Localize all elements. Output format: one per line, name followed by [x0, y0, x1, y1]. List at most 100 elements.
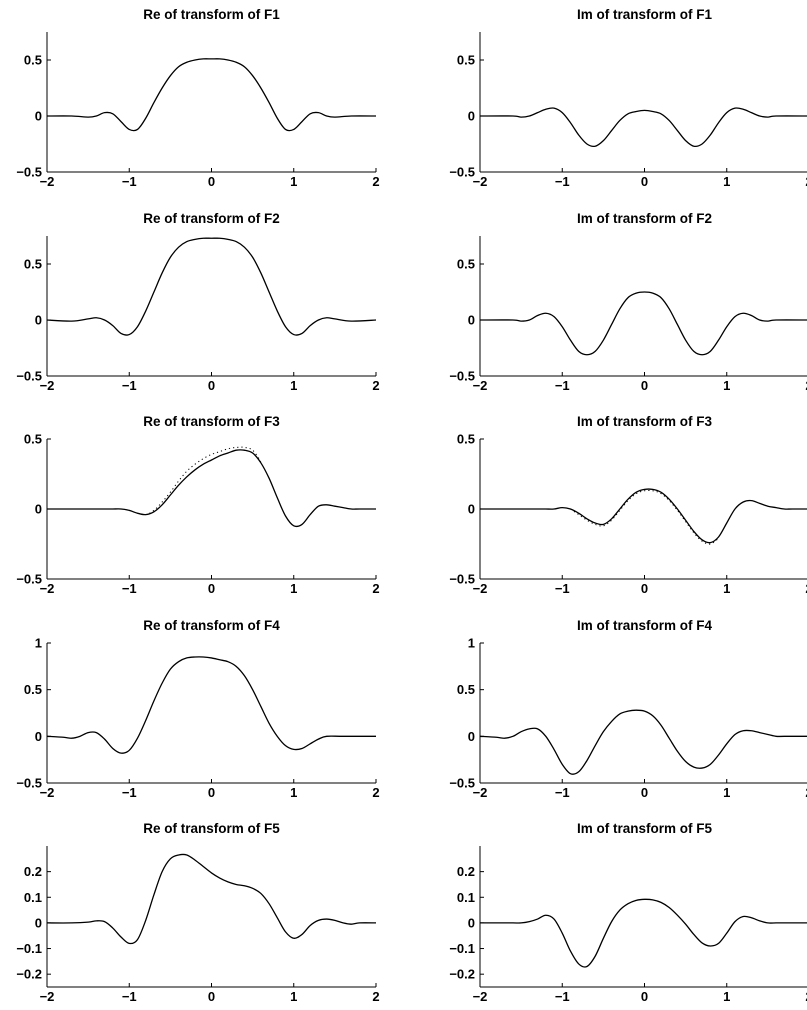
chart-8-y-tick-label: −0.1	[16, 941, 42, 956]
chart-9-y-tick-label: 0	[468, 915, 475, 930]
chart-8-y-tick-label: 0	[35, 915, 42, 930]
chart-1-y-tick-label: −0.5	[449, 165, 475, 180]
chart-1-x-tick-label: 1	[723, 174, 730, 189]
chart-8-title: Re of transform of F5	[143, 821, 280, 836]
chart-7-y-tick-label: 0.5	[457, 682, 475, 697]
chart-9-y-tick-label: −0.1	[449, 941, 475, 956]
chart-1-x-tick-label: 0	[641, 174, 648, 189]
chart-4-series-solid-line	[46, 449, 376, 528]
chart-0-title: Re of transform of F1	[143, 7, 280, 22]
chart-2-x-tick-label: 0	[208, 378, 215, 393]
chart-6-x-tick-label: 1	[290, 785, 297, 800]
chart-2-y-tick-label: −0.5	[16, 369, 42, 384]
chart-5-x-tick-label: −1	[555, 581, 570, 596]
chart-5-series-dotted-line	[570, 489, 719, 545]
chart-9-title: Im of transform of F5	[577, 821, 712, 836]
chart-5-y-tick-label: 0.5	[457, 432, 475, 447]
chart-2-title: Re of transform of F2	[143, 211, 280, 226]
chart-9-y-tick-label: −0.2	[449, 967, 475, 982]
chart-9-y-tick-label: 0.2	[457, 864, 475, 879]
chart-0-x-tick-label: −1	[122, 174, 137, 189]
chart-2-y-tick-label: 0	[35, 313, 42, 328]
chart-4-y-tick-label: −0.5	[16, 572, 42, 587]
chart-1-x-tick-label: −2	[473, 174, 488, 189]
chart-6-x-tick-label: −2	[40, 785, 55, 800]
chart-6-series-solid-line	[46, 656, 376, 754]
chart-0-x-tick-label: 0	[208, 174, 215, 189]
chart-3-y-tick-label: 0.5	[457, 257, 475, 272]
chart-5-x-tick-label: −2	[473, 581, 488, 596]
chart-6-x-tick-label: 0	[208, 785, 215, 800]
chart-1-y-tick-label: 0	[468, 109, 475, 124]
chart-6-x-tick-label: −1	[122, 785, 137, 800]
chart-2-x-tick-label: −2	[40, 378, 55, 393]
chart-0-x-tick-label: 1	[290, 174, 297, 189]
chart-5-title: Im of transform of F3	[577, 414, 712, 429]
chart-8-series-solid-line	[46, 853, 377, 945]
chart-2-x-tick-label: −1	[122, 378, 137, 393]
chart-3-x-tick-label: 2	[805, 378, 807, 393]
chart-7-y-tick-label: 1	[468, 636, 475, 651]
chart-6-x-tick-label: 2	[372, 785, 379, 800]
chart-4-y-tick-label: 0	[35, 502, 42, 517]
chart-9-x-tick-label: 2	[805, 989, 807, 1004]
chart-6-y-tick-label: −0.5	[16, 776, 42, 791]
chart-4-x-tick-label: 1	[290, 581, 297, 596]
chart-7-x-tick-label: 0	[641, 785, 648, 800]
chart-2-panel: Re of transform of F2 −2 −1 0 1 2 −0.5 0 0.5	[16, 211, 379, 393]
chart-0-y-tick-label: −0.5	[16, 165, 42, 180]
chart-0-y-tick-label: 0.5	[24, 53, 42, 68]
chart-9-x-tick-label: −1	[555, 989, 570, 1004]
chart-2-x-tick-label: 1	[290, 378, 297, 393]
chart-0-series-solid-line	[46, 58, 377, 132]
chart-7-x-tick-label: 1	[723, 785, 730, 800]
chart-3-x-tick-label: −1	[555, 378, 570, 393]
chart-3-x-tick-label: 0	[641, 378, 648, 393]
chart-9-series-solid-line	[480, 898, 807, 968]
chart-8-y-tick-label: −0.2	[16, 967, 42, 982]
chart-6-y-tick-label: 0.5	[24, 682, 42, 697]
chart-7-x-tick-label: −2	[473, 785, 488, 800]
chart-9-x-tick-label: −2	[473, 989, 488, 1004]
chart-3-y-tick-label: 0	[468, 313, 475, 328]
chart-5-y-tick-label: 0	[468, 502, 475, 517]
chart-5-y-tick-label: −0.5	[449, 572, 475, 587]
chart-3-x-tick-label: −2	[473, 378, 488, 393]
chart-7-y-tick-label: −0.5	[449, 776, 475, 791]
chart-6-y-tick-label: 0	[35, 729, 42, 744]
chart-8-x-tick-label: 1	[290, 989, 297, 1004]
chart-7-x-tick-label: 2	[805, 785, 807, 800]
chart-4-x-tick-label: −1	[122, 581, 137, 596]
chart-9-panel: Im of transform of F5 −2 −1 0 1 2 −0.2 −0.1 0 0.1…	[449, 821, 807, 1004]
chart-2-series-solid-line	[46, 237, 377, 336]
chart-9-x-tick-label: 1	[723, 989, 730, 1004]
chart-0-panel: Re of transform of F1 −2 −1 0 1 2 −0.5 0 0.5	[16, 7, 379, 189]
chart-1-y-tick-label: 0.5	[457, 53, 475, 68]
chart-0-x-tick-label: −2	[40, 174, 55, 189]
chart-9-x-tick-label: 0	[641, 989, 648, 1004]
chart-9-y-tick-label: 0.1	[457, 890, 475, 905]
chart-4-x-tick-label: 0	[208, 581, 215, 596]
chart-1-series-solid-line	[479, 107, 807, 148]
chart-4-title: Re of transform of F3	[143, 414, 280, 429]
chart-4-y-tick-label: 0.5	[24, 432, 42, 447]
chart-7-title: Im of transform of F4	[577, 618, 712, 633]
chart-2-y-tick-label: 0.5	[24, 257, 42, 272]
chart-7-y-tick-label: 0	[468, 729, 475, 744]
chart-3-series-solid-line	[479, 291, 807, 356]
chart-4-x-tick-label: 2	[372, 581, 379, 596]
chart-1-title: Im of transform of F1	[577, 7, 712, 22]
chart-8-y-tick-label: 0.1	[24, 890, 42, 905]
chart-5-panel: Im of transform of F3 −2 −1 0 1 2 −0.5 0 0.5	[449, 414, 807, 596]
chart-8-x-tick-label: −1	[122, 989, 137, 1004]
chart-6-title: Re of transform of F4	[143, 618, 280, 633]
chart-0-y-tick-label: 0	[35, 109, 42, 124]
chart-0-x-tick-label: 2	[372, 174, 379, 189]
chart-4-x-tick-label: −2	[40, 581, 55, 596]
chart-8-x-tick-label: 0	[208, 989, 215, 1004]
chart-8-y-tick-label: 0.2	[24, 864, 42, 879]
chart-8-x-tick-label: 2	[372, 989, 379, 1004]
chart-7-series-solid-line	[479, 709, 807, 775]
chart-2-x-tick-label: 2	[372, 378, 379, 393]
